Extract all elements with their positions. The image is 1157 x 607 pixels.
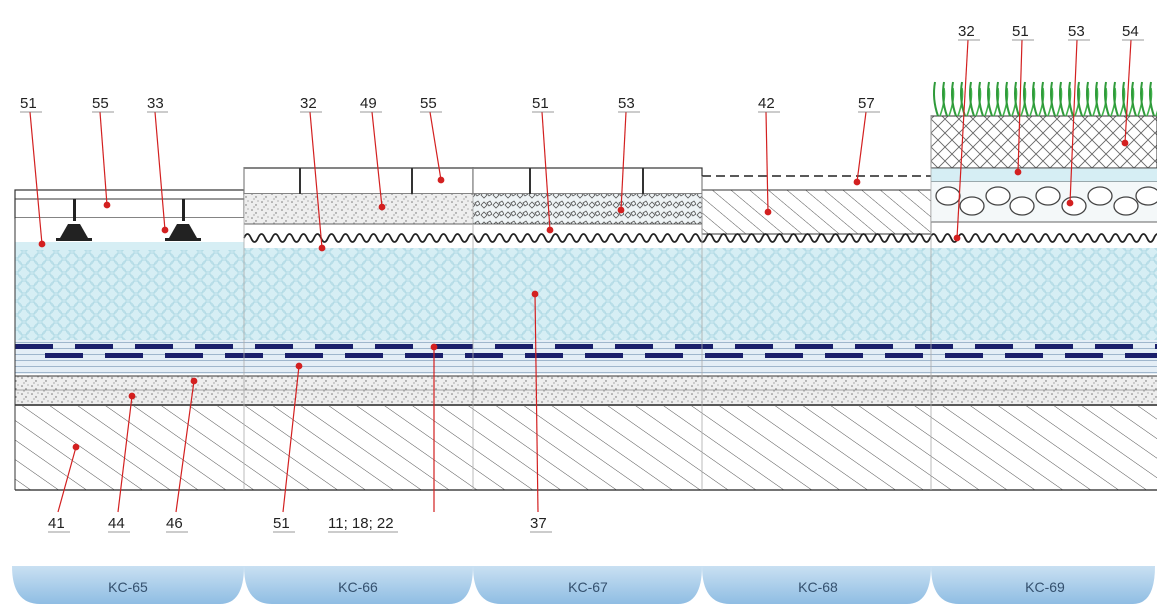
callout-label: 37 [530,515,547,532]
tab-kc-67[interactable]: KC-67 [473,566,702,604]
tab-label: KC-68 [798,579,838,595]
drainage-membrane-wave [243,233,1157,243]
leader-lines [20,39,1144,533]
callout-label: 32 [300,95,317,112]
callout-label: 51 [20,95,37,112]
section-dividers [243,116,932,490]
section-kc-65 [14,189,245,250]
section-tabs: KC-65 KC-66 KC-67 KC-68 KC-69 [12,566,1155,604]
drainage-stones [935,186,1157,216]
insulation-layer [15,248,1157,340]
concrete-slab [15,406,1157,490]
section-kc-69 [930,81,1157,223]
section-kc-67 [472,167,703,225]
tab-kc-65[interactable]: KC-65 [12,566,244,604]
tab-kc-69[interactable]: KC-69 [931,566,1155,604]
callout-label: 55 [420,95,437,112]
callout-label: 33 [147,95,164,112]
top-callouts: 51 55 33 32 49 55 51 53 42 57 32 51 53 5… [20,23,1139,112]
callout-label: 44 [108,515,125,532]
callout-label: 41 [48,515,65,532]
section-kc-66 [243,167,474,225]
pedestal-support [165,199,201,241]
callout-label: 32 [958,23,975,40]
callout-label: 53 [618,95,635,112]
callout-label: 53 [1068,23,1085,40]
callout-label: 57 [858,95,875,112]
callout-label: 55 [92,95,109,112]
common-layers [15,248,1157,491]
tab-label: KC-67 [568,579,608,595]
tab-label: KC-65 [108,579,148,595]
tab-label: KC-66 [338,579,378,595]
bottom-callouts: 41 44 46 51 11; 18; 22 37 [48,515,547,532]
section-kc-68 [701,175,932,235]
callout-label: 11; 18; 22 [328,515,394,532]
callout-label: 49 [360,95,377,112]
grass-vegetation [933,81,1157,117]
callout-label: 42 [758,95,775,112]
callout-label: 54 [1122,23,1139,40]
callout-label: 51 [532,95,549,112]
pedestal-support [56,199,92,241]
callout-label: 46 [166,515,183,532]
callout-label: 51 [1012,23,1029,40]
tab-kc-66[interactable]: KC-66 [244,566,473,604]
tab-kc-68[interactable]: KC-68 [702,566,931,604]
callout-label: 51 [273,515,290,532]
tab-label: KC-69 [1025,579,1065,595]
